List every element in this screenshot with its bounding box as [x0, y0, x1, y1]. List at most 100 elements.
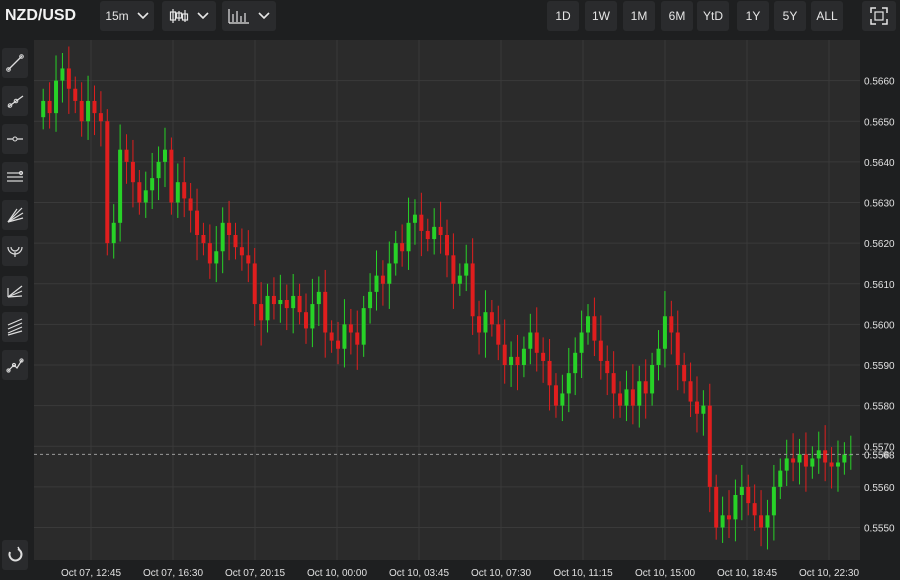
candle-body — [54, 80, 59, 114]
x-tick-label: Oct 10, 18:45 — [717, 568, 777, 579]
candle-body — [733, 495, 738, 520]
range-1d-button[interactable]: 1D — [547, 1, 579, 31]
chevron-down-icon — [137, 12, 149, 20]
last-price-marker — [882, 450, 890, 458]
candle-body — [592, 316, 597, 341]
y-tick-label: 0.5650 — [864, 117, 895, 128]
candle-body — [727, 515, 732, 520]
candle-body — [66, 68, 71, 89]
parallel-channel-icon — [7, 170, 24, 182]
x-tick-label: Oct 07, 16:30 — [143, 568, 203, 579]
candle-body — [143, 190, 148, 203]
candle-body — [329, 332, 334, 341]
candle-body — [323, 291, 328, 333]
candle-body — [400, 243, 405, 252]
candle-body — [41, 100, 46, 118]
last-price-label: 0.5568 — [864, 450, 895, 461]
candle-body — [451, 255, 456, 284]
chevron-down-icon — [258, 12, 270, 20]
candle-body — [669, 316, 674, 333]
y-tick-label: 0.5580 — [864, 402, 895, 413]
candle-body — [579, 332, 584, 353]
candle-body — [630, 389, 635, 406]
candle-body — [406, 222, 411, 252]
fibonacci-tool[interactable] — [2, 312, 28, 342]
candle-body — [714, 486, 719, 528]
fan-tool[interactable] — [2, 200, 28, 230]
candle-body — [162, 149, 167, 162]
y-tick-label: 0.5600 — [864, 320, 895, 331]
interval-dropdown[interactable]: 15m — [100, 1, 154, 31]
candle-body — [169, 149, 174, 203]
range-5y-button[interactable]: 5Y — [774, 1, 806, 31]
pitchfork-tool[interactable] — [2, 276, 28, 306]
indicators-icon — [228, 9, 249, 24]
arc-icon — [7, 246, 23, 257]
horizontal-line-icon — [7, 136, 23, 142]
trend-line-tool[interactable] — [2, 48, 28, 78]
candle-body — [675, 332, 680, 365]
candle-body — [336, 340, 341, 349]
candle-body — [188, 198, 193, 211]
candle-body — [303, 312, 308, 329]
indicators-dropdown[interactable] — [222, 1, 276, 31]
candle-body — [701, 405, 706, 414]
candle-body — [778, 470, 783, 487]
trend-line-icon — [6, 54, 24, 72]
candle-body — [380, 275, 385, 284]
candle-body — [47, 100, 52, 114]
candle-body — [207, 243, 212, 264]
candle-body — [656, 348, 661, 365]
candle-body — [246, 255, 251, 264]
candle-body — [842, 454, 847, 463]
x-tick-label: Oct 10, 07:30 — [471, 568, 531, 579]
y-tick-label: 0.5630 — [864, 199, 895, 210]
candle-body — [810, 458, 815, 467]
candle-body — [464, 263, 469, 276]
candle-body — [682, 365, 687, 382]
candle-body — [271, 295, 276, 305]
candle-body — [387, 263, 392, 284]
ray-tool[interactable] — [2, 86, 28, 116]
time-axis[interactable] — [34, 560, 900, 580]
candle-body — [445, 235, 449, 256]
price-axis[interactable] — [860, 40, 900, 560]
candle-body — [739, 486, 744, 495]
candle-body — [502, 344, 507, 365]
candle-body — [111, 222, 116, 244]
fullscreen-button[interactable] — [862, 1, 896, 31]
candle-body — [130, 161, 135, 183]
range-1y-button[interactable]: 1Y — [737, 1, 769, 31]
candle-body — [348, 324, 353, 333]
magnet-tool[interactable] — [2, 540, 28, 570]
path-tool[interactable] — [2, 350, 28, 380]
candle-body — [823, 450, 828, 463]
horizontal-line-tool[interactable] — [2, 124, 28, 154]
range-ytd-button[interactable]: YtD — [697, 1, 729, 31]
parallel-channel-tool[interactable] — [2, 162, 28, 192]
interval-label: 15m — [105, 9, 129, 23]
chart-type-dropdown[interactable] — [162, 1, 216, 31]
y-tick-label: 0.5620 — [864, 239, 895, 250]
candle-body — [265, 295, 270, 321]
candle-body — [220, 222, 225, 252]
candle-body — [752, 503, 757, 516]
candle-body — [239, 247, 244, 256]
chart-plot-area[interactable] — [34, 40, 860, 560]
candle-body — [457, 275, 462, 284]
candle-body — [259, 304, 264, 321]
candle-body — [355, 332, 360, 345]
arc-tool[interactable] — [2, 236, 28, 266]
candle-body — [573, 352, 578, 374]
candle-body — [432, 226, 437, 240]
range-1m-button[interactable]: 1M — [623, 1, 655, 31]
range-all-button[interactable]: ALL — [811, 1, 843, 31]
candle-body — [553, 385, 558, 406]
candle-body — [650, 365, 655, 394]
range-1w-button[interactable]: 1W — [585, 1, 617, 31]
candle-body — [361, 308, 366, 345]
candle-body — [605, 360, 610, 374]
candle-body — [643, 381, 648, 394]
range-6m-button[interactable]: 6M — [661, 1, 693, 31]
